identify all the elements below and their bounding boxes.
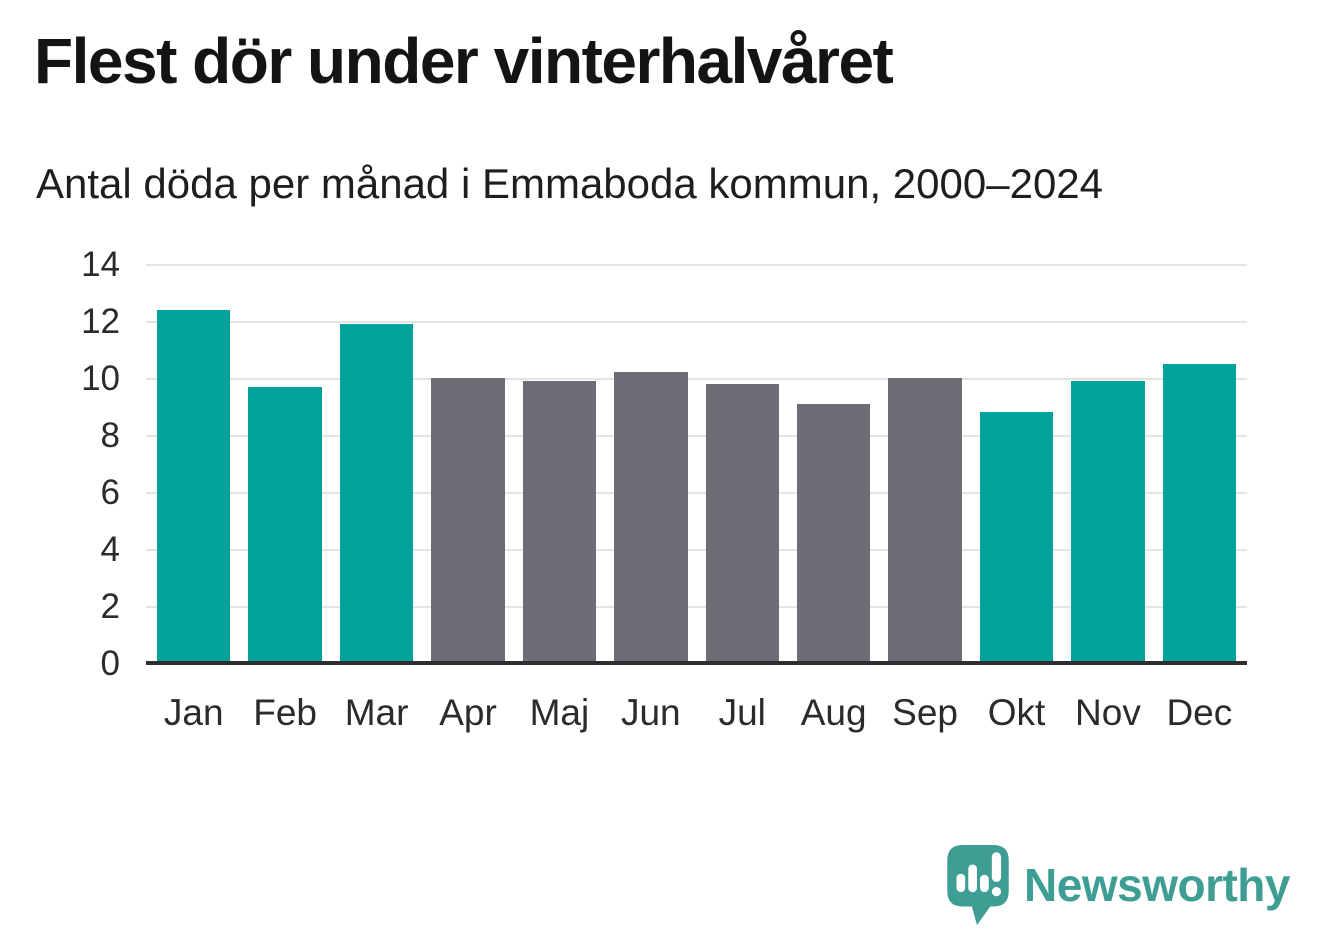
y-axis-tick-label: 0 (100, 644, 120, 683)
x-axis-label: Jan (163, 692, 224, 733)
y-axis-tick-label: 14 (81, 245, 120, 284)
y-axis-tick-label: 4 (100, 530, 120, 569)
gridline (146, 492, 1247, 494)
bar-feb (248, 387, 322, 663)
x-axis-label: Sep (892, 692, 958, 733)
bar-nov (1071, 381, 1145, 663)
y-axis-tick-label: 8 (100, 416, 120, 455)
bar-okt (979, 412, 1054, 663)
x-axis-label: Apr (439, 692, 497, 733)
bar-aug (796, 404, 871, 663)
y-axis-tick-label: 6 (100, 473, 120, 512)
x-axis-label: Jun (620, 692, 681, 733)
gridline (146, 264, 1247, 266)
newsworthy-logo: Newsworthy (945, 843, 1290, 927)
bars-layer (146, 264, 1247, 663)
bar-mar (339, 324, 414, 663)
x-axis-label: Jul (718, 692, 766, 733)
x-axis-label: Aug (800, 692, 867, 733)
bar-jun (614, 372, 688, 663)
newsworthy-logo-text: Newsworthy (1024, 859, 1290, 911)
bar-maj (522, 381, 597, 663)
newsworthy-logo-icon (947, 845, 1009, 925)
chart-title: Flest dör under vinterhalvåret (34, 25, 894, 97)
x-axis-line (146, 661, 1247, 665)
chart-subtitle: Antal döda per månad i Emmaboda kommun, … (36, 160, 1104, 207)
x-axis-label: Dec (1166, 692, 1233, 733)
gridline (146, 321, 1247, 323)
x-axis: Jan Feb Mar Apr Maj Jun Jul Aug Sep Okt Nov Dec (146, 690, 1247, 736)
gridline (146, 549, 1247, 551)
bar-jan (157, 310, 231, 663)
gridline (146, 606, 1247, 608)
x-axis-label: Mar (344, 692, 409, 733)
gridline (146, 435, 1247, 437)
x-axis-label: Feb (253, 692, 318, 733)
y-axis-tick-label: 12 (81, 302, 120, 341)
gridline (146, 378, 1247, 380)
y-axis-tick-label: 10 (81, 359, 120, 398)
bar-jul (705, 384, 779, 663)
bar-apr (431, 378, 505, 663)
x-axis-label: Maj (529, 692, 590, 733)
bar-sep (888, 378, 962, 663)
y-axis-tick-label: 2 (100, 587, 120, 626)
x-axis-label: Okt (987, 692, 1046, 733)
x-axis-label: Nov (1075, 692, 1141, 733)
bar-dec (1162, 364, 1237, 663)
